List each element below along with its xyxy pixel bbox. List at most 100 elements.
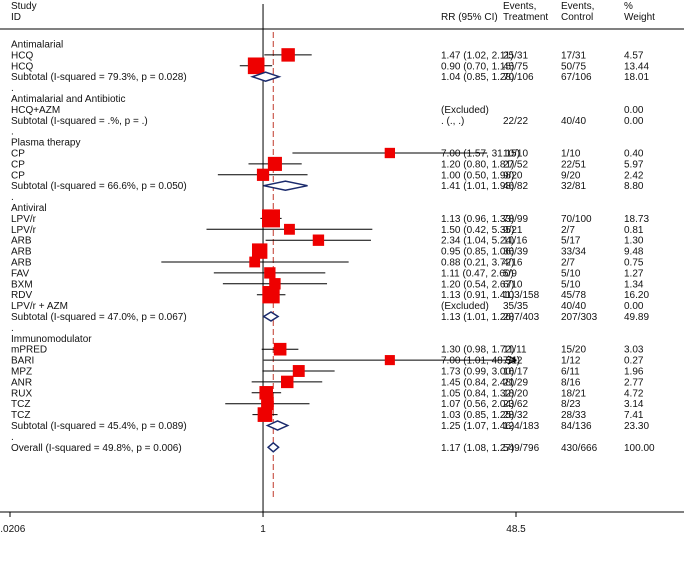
x-tick-label: 1 xyxy=(260,524,266,535)
weight-value: 0.00 xyxy=(624,116,644,127)
weight-value: 1.27 xyxy=(624,268,644,279)
events-control-value: 2/7 xyxy=(561,225,575,236)
events-control-value: 45/78 xyxy=(561,290,586,301)
events-treatment-value: 287/403 xyxy=(503,312,540,323)
rr-ci-value: 1.20 (0.80, 1.81) xyxy=(441,159,514,170)
events-treatment-value: 103/158 xyxy=(503,290,540,301)
header-events-treatment: Treatment xyxy=(503,12,548,23)
study-row: HCQ 1.47 (1.02, 2.11)25/31 17/31 4.57 xyxy=(11,48,644,62)
study-row: RUX 1.05 (0.84, 1.32)18/20 18/21 4.72 xyxy=(11,386,644,400)
study-label: HCQ xyxy=(11,50,33,61)
dot-label: . xyxy=(11,83,14,94)
events-control-value: 8/23 xyxy=(561,399,581,410)
events-control-value: 5/10 xyxy=(561,279,581,290)
weight-value: 4.57 xyxy=(624,50,644,61)
study-row: BARI 7.00 (1.01, 48.54)7/12 1/12 0.27 xyxy=(11,355,644,367)
rr-ci-value: 7.00 (1.57, 31.15) xyxy=(441,149,520,160)
study-label: ARB xyxy=(11,247,32,258)
dot-row: . xyxy=(11,83,14,94)
study-row: TCZ 1.03 (0.85, 1.25)28/32 28/33 7.41 xyxy=(11,407,644,422)
weight-value: 4.72 xyxy=(624,388,644,399)
weight-value: 13.44 xyxy=(624,61,649,72)
dot-label: . xyxy=(11,432,14,443)
weight-value: 16.20 xyxy=(624,290,649,301)
events-control-value: 33/34 xyxy=(561,247,586,258)
study-row: mPRED 1.30 (0.98, 1.72)11/11 15/20 3.03 xyxy=(11,342,644,356)
x-tick-label: 48.5 xyxy=(506,524,526,535)
effect-marker xyxy=(256,168,270,181)
effect-marker xyxy=(281,375,294,389)
weight-value: 18.01 xyxy=(624,72,649,83)
events-control-value: 40/40 xyxy=(561,116,586,127)
study-label: TCZ xyxy=(11,410,30,421)
weight-value: 5.97 xyxy=(624,159,644,170)
study-label: ARB xyxy=(11,236,32,247)
study-label: RDV xyxy=(11,290,32,301)
header-weight: Weight xyxy=(624,12,655,23)
subtotal-diamond xyxy=(262,311,280,322)
dot-label: . xyxy=(11,323,14,334)
study-row: TCZ 1.07 (0.56, 2.04)23/62 8/23 3.14 xyxy=(11,397,644,410)
study-label: ANR xyxy=(11,377,32,388)
study-row: FAV 1.11 (0.47, 2.60)5/9 5/10 1.27 xyxy=(11,267,644,279)
effect-marker xyxy=(267,156,282,171)
study-label: FAV xyxy=(11,268,29,279)
effect-marker xyxy=(261,397,274,411)
x-axis: 0.0206 1 48.5 xyxy=(0,512,526,535)
study-row: LPV/r + AZM (Excluded) 35/35 40/40 0.00 xyxy=(11,301,644,312)
effect-marker xyxy=(284,223,295,235)
weight-value: 100.00 xyxy=(624,443,655,454)
subtotal-row: Subtotal (I-squared = .%, p = .) . (., .)… xyxy=(11,116,644,127)
study-row: LPV/r 1.50 (0.42, 5.35)9/21 2/7 0.81 xyxy=(11,223,644,236)
study-label: RUX xyxy=(11,388,32,399)
effect-marker xyxy=(249,256,261,268)
study-label: LPV/r xyxy=(11,225,37,236)
events-treatment-value: 9/20 xyxy=(503,170,523,181)
events-treatment-value: 46/82 xyxy=(503,181,528,192)
events-treatment-value: 21/29 xyxy=(503,377,528,388)
group-row: Antimalarial xyxy=(11,40,63,51)
events-control-value: 22/51 xyxy=(561,159,586,170)
effect-marker xyxy=(257,407,273,422)
events-control-value: 32/81 xyxy=(561,181,586,192)
study-label: BXM xyxy=(11,279,33,290)
group-label: Antimalarial xyxy=(11,40,63,51)
study-label: HCQ xyxy=(11,61,33,72)
rr-ci-value: 1.11 (0.47, 2.60) xyxy=(441,268,514,279)
overall-diamond xyxy=(266,441,280,453)
weight-value: 1.96 xyxy=(624,367,644,378)
events-treatment-value: 549/796 xyxy=(503,443,540,454)
subtotal-diamond xyxy=(263,180,308,191)
events-treatment-value: 5/9 xyxy=(503,268,517,279)
events-treatment-value: 78/99 xyxy=(503,214,528,225)
events-treatment-value: 9/21 xyxy=(503,225,523,236)
weight-value: 3.14 xyxy=(624,399,644,410)
rr-ci-value: 1.13 (0.96, 1.33) xyxy=(441,214,514,225)
events-treatment-value: 6/10 xyxy=(503,279,523,290)
rr-ci-value: 1.47 (1.02, 2.11) xyxy=(441,50,514,61)
events-treatment-value: 18/20 xyxy=(503,388,528,399)
effect-marker xyxy=(384,355,395,366)
rr-ci-value: 1.05 (0.84, 1.32) xyxy=(441,388,514,399)
rr-ci-value: 1.13 (1.01, 1.26) xyxy=(441,312,514,323)
study-label: ARB xyxy=(11,258,32,269)
events-control-value: 9/20 xyxy=(561,170,581,181)
overall-label: Overall (I-squared = 49.8%, p = 0.006) xyxy=(11,443,182,454)
events-control-value: 15/20 xyxy=(561,345,586,356)
events-treatment-value: 25/31 xyxy=(503,50,528,61)
study-row: BXM 1.20 (0.54, 2.67)6/10 5/10 1.34 xyxy=(11,278,644,290)
weight-value: 0.81 xyxy=(624,225,644,236)
ci-arrowhead xyxy=(507,355,518,365)
events-treatment-value: 45/75 xyxy=(503,61,528,72)
effect-marker xyxy=(251,243,268,259)
subtotal-row: Subtotal (I-squared = 47.0%, p = 0.067) 1… xyxy=(11,311,649,323)
weight-value: 3.03 xyxy=(624,345,644,356)
rr-ci-value: 1.41 (1.01, 1.98) xyxy=(441,181,514,192)
group-row: Plasma therapy xyxy=(11,138,80,149)
effect-marker xyxy=(259,386,273,400)
rr-ci-value: 2.34 (1.04, 5.24) xyxy=(441,236,514,247)
events-treatment-value: 22/22 xyxy=(503,116,528,127)
weight-value: 8.80 xyxy=(624,181,644,192)
study-label: CP xyxy=(11,149,25,160)
